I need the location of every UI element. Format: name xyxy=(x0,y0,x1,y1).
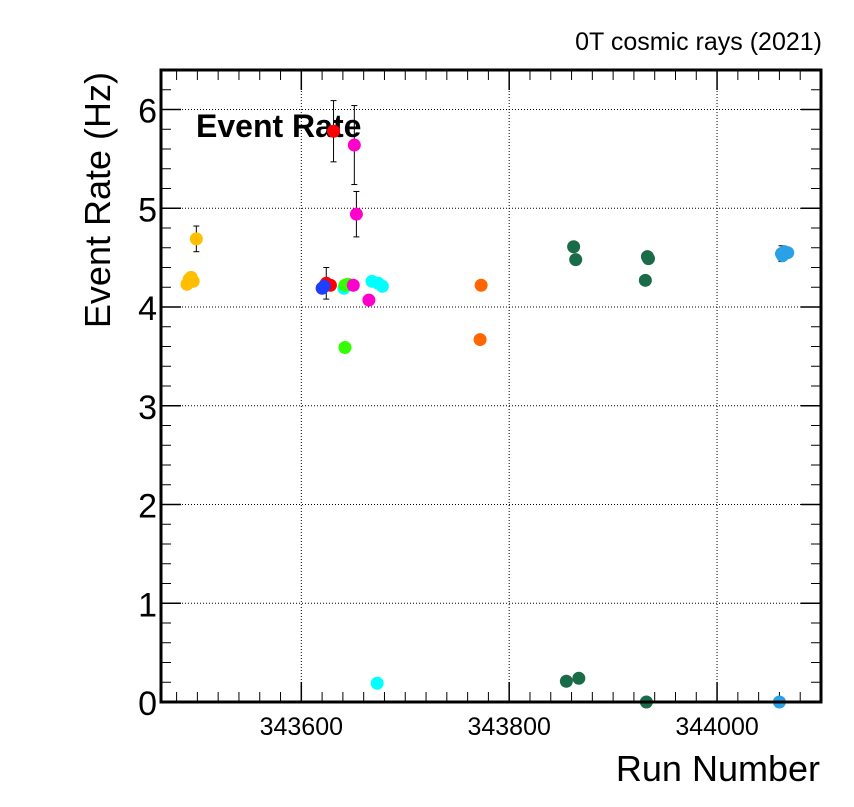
data-point xyxy=(572,671,586,685)
data-point xyxy=(776,249,790,263)
y-tick-label: 2 xyxy=(138,488,157,526)
x-tick-label: 344000 xyxy=(675,713,758,741)
y-tick-label: 6 xyxy=(138,93,157,131)
data-point xyxy=(638,273,652,287)
y-tick-label: 1 xyxy=(138,586,157,624)
plot-frame xyxy=(159,68,823,704)
data-point xyxy=(473,333,487,347)
data-point xyxy=(569,253,583,267)
grid-lines xyxy=(161,70,821,702)
data-point xyxy=(370,676,384,690)
data-point xyxy=(338,340,352,354)
tick-labels: 0 1 2 3 4 5 6 343600 343800 344000 xyxy=(138,93,759,742)
x-axis-label: Run Number xyxy=(616,748,820,789)
axis-ticks xyxy=(161,70,821,703)
data-point xyxy=(347,138,361,152)
y-tick-label: 5 xyxy=(138,191,157,229)
data-point xyxy=(346,278,360,292)
data-point xyxy=(327,124,341,138)
data-point xyxy=(559,674,573,688)
data-point xyxy=(186,274,200,288)
data-point xyxy=(349,207,363,221)
data-point xyxy=(474,278,488,292)
data-point xyxy=(567,240,581,254)
x-tick-label: 343600 xyxy=(260,713,343,741)
data-point xyxy=(189,232,203,246)
data-point xyxy=(375,279,389,293)
x-tick-label: 343800 xyxy=(467,713,550,741)
y-axis-label: Event Rate (Hz) xyxy=(77,72,118,328)
data-point xyxy=(362,293,376,307)
data-points xyxy=(180,124,795,709)
data-point xyxy=(641,252,655,266)
chart-caption: 0T cosmic rays (2021) xyxy=(575,28,822,56)
data-point xyxy=(317,279,331,293)
y-tick-label: 4 xyxy=(138,290,157,328)
y-tick-label: 0 xyxy=(138,685,157,723)
y-tick-label: 3 xyxy=(138,389,157,427)
